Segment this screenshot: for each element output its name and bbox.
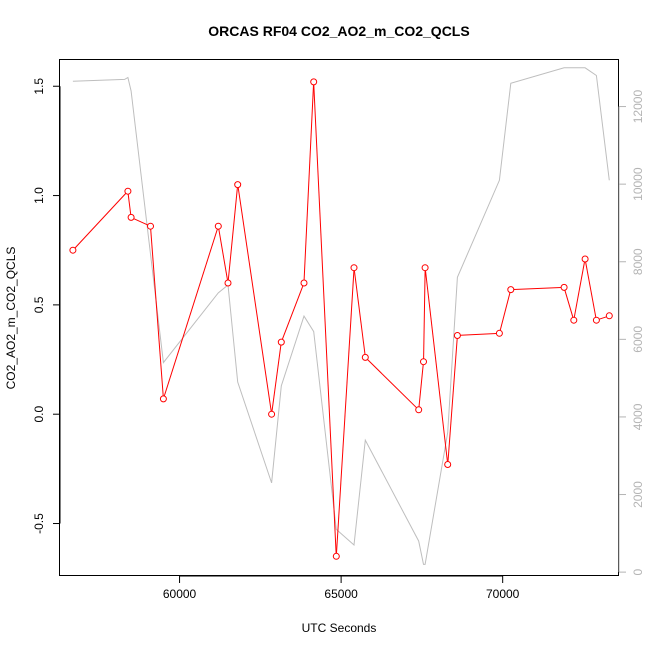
main-series-point	[507, 286, 515, 294]
y2-tick-label: 2000	[631, 481, 645, 508]
main-series-point	[581, 255, 589, 263]
main-series-point	[300, 279, 308, 287]
main-series-segment	[303, 84, 314, 281]
chart-title: ORCAS RF04 CO2_AO2_m_CO2_QCLS	[208, 23, 469, 39]
main-series-point	[560, 283, 568, 291]
y2-tick-label: 8000	[631, 248, 645, 275]
main-series-point	[495, 329, 503, 337]
main-series-point	[415, 406, 423, 414]
main-series-point	[214, 222, 222, 230]
main-series-point	[592, 316, 600, 324]
main-series-segment	[585, 261, 597, 318]
secondary-series-line	[72, 67, 610, 565]
series-layer	[69, 67, 613, 565]
main-series-point	[159, 395, 167, 403]
y2-tick-label: 10000	[631, 167, 645, 201]
main-series-segment	[281, 285, 304, 340]
main-series-segment	[499, 292, 511, 331]
main-series-point	[605, 312, 613, 320]
main-series-segment	[513, 287, 562, 290]
main-series-segment	[564, 290, 574, 318]
main-series-segment	[423, 270, 426, 359]
y-tick-label: 0.5	[32, 296, 46, 313]
main-series-point	[147, 222, 154, 230]
main-series-segment	[447, 338, 458, 462]
x-tick-label: 60000	[163, 587, 197, 601]
main-series-point	[277, 338, 285, 346]
main-series-segment	[425, 270, 448, 462]
main-series-segment	[313, 84, 337, 554]
main-series-segment	[127, 194, 132, 215]
main-series-segment	[227, 187, 238, 281]
main-series-segment	[367, 359, 417, 409]
main-series-segment	[336, 270, 355, 554]
main-series-point	[350, 264, 358, 272]
main-series-point	[570, 316, 578, 324]
main-series-point	[453, 332, 461, 339]
main-series-segment	[460, 333, 497, 336]
main-series-point	[421, 264, 429, 272]
main-series-point	[69, 246, 77, 254]
main-series-segment	[599, 316, 607, 320]
main-series-point	[361, 353, 369, 361]
main-series-segment	[150, 229, 164, 396]
main-series-segment	[353, 270, 366, 355]
main-series-segment	[74, 193, 127, 249]
main-series-segment	[163, 228, 218, 397]
main-series-segment	[218, 229, 228, 281]
main-series-segment	[237, 187, 272, 412]
main-series-point	[444, 461, 452, 468]
y-tick-label: 1.5	[32, 78, 46, 95]
main-series-segment	[133, 218, 148, 226]
x-tick-label: 70000	[486, 587, 520, 601]
y-axis-right: 0 2000 4000 6000 8000 10000 12000	[618, 90, 645, 575]
y-tick-label: 1.0	[32, 187, 46, 204]
main-series-point	[310, 78, 318, 86]
main-series-point	[268, 410, 276, 418]
main-series-point	[224, 279, 232, 287]
main-series-point	[127, 213, 135, 221]
main-series-segment	[573, 261, 585, 318]
main-series-point	[124, 187, 132, 195]
main-series-point	[420, 358, 427, 366]
main-series-point	[234, 181, 242, 189]
main-series-segment	[271, 344, 282, 412]
main-series-segment	[418, 364, 424, 407]
x-axis: 60000 65000 70000	[163, 575, 520, 601]
y2-tick-label: 6000	[631, 326, 645, 353]
y-tick-label: 0.0	[32, 406, 46, 423]
y-axis-left: -0.5 0.0 0.5 1.0 1.5	[32, 78, 61, 534]
y2-tick-label: 4000	[631, 403, 645, 430]
y-axis-label: CO2_AO2_m_CO2_QCLS	[4, 247, 18, 390]
main-series-point	[332, 552, 340, 560]
x-tick-label: 65000	[324, 587, 358, 601]
y2-tick-label: 12000	[631, 90, 645, 124]
y-tick-label: -0.5	[32, 513, 46, 534]
y2-tick-label: 0	[631, 568, 645, 575]
x-axis-label: UTC Seconds	[302, 621, 377, 635]
